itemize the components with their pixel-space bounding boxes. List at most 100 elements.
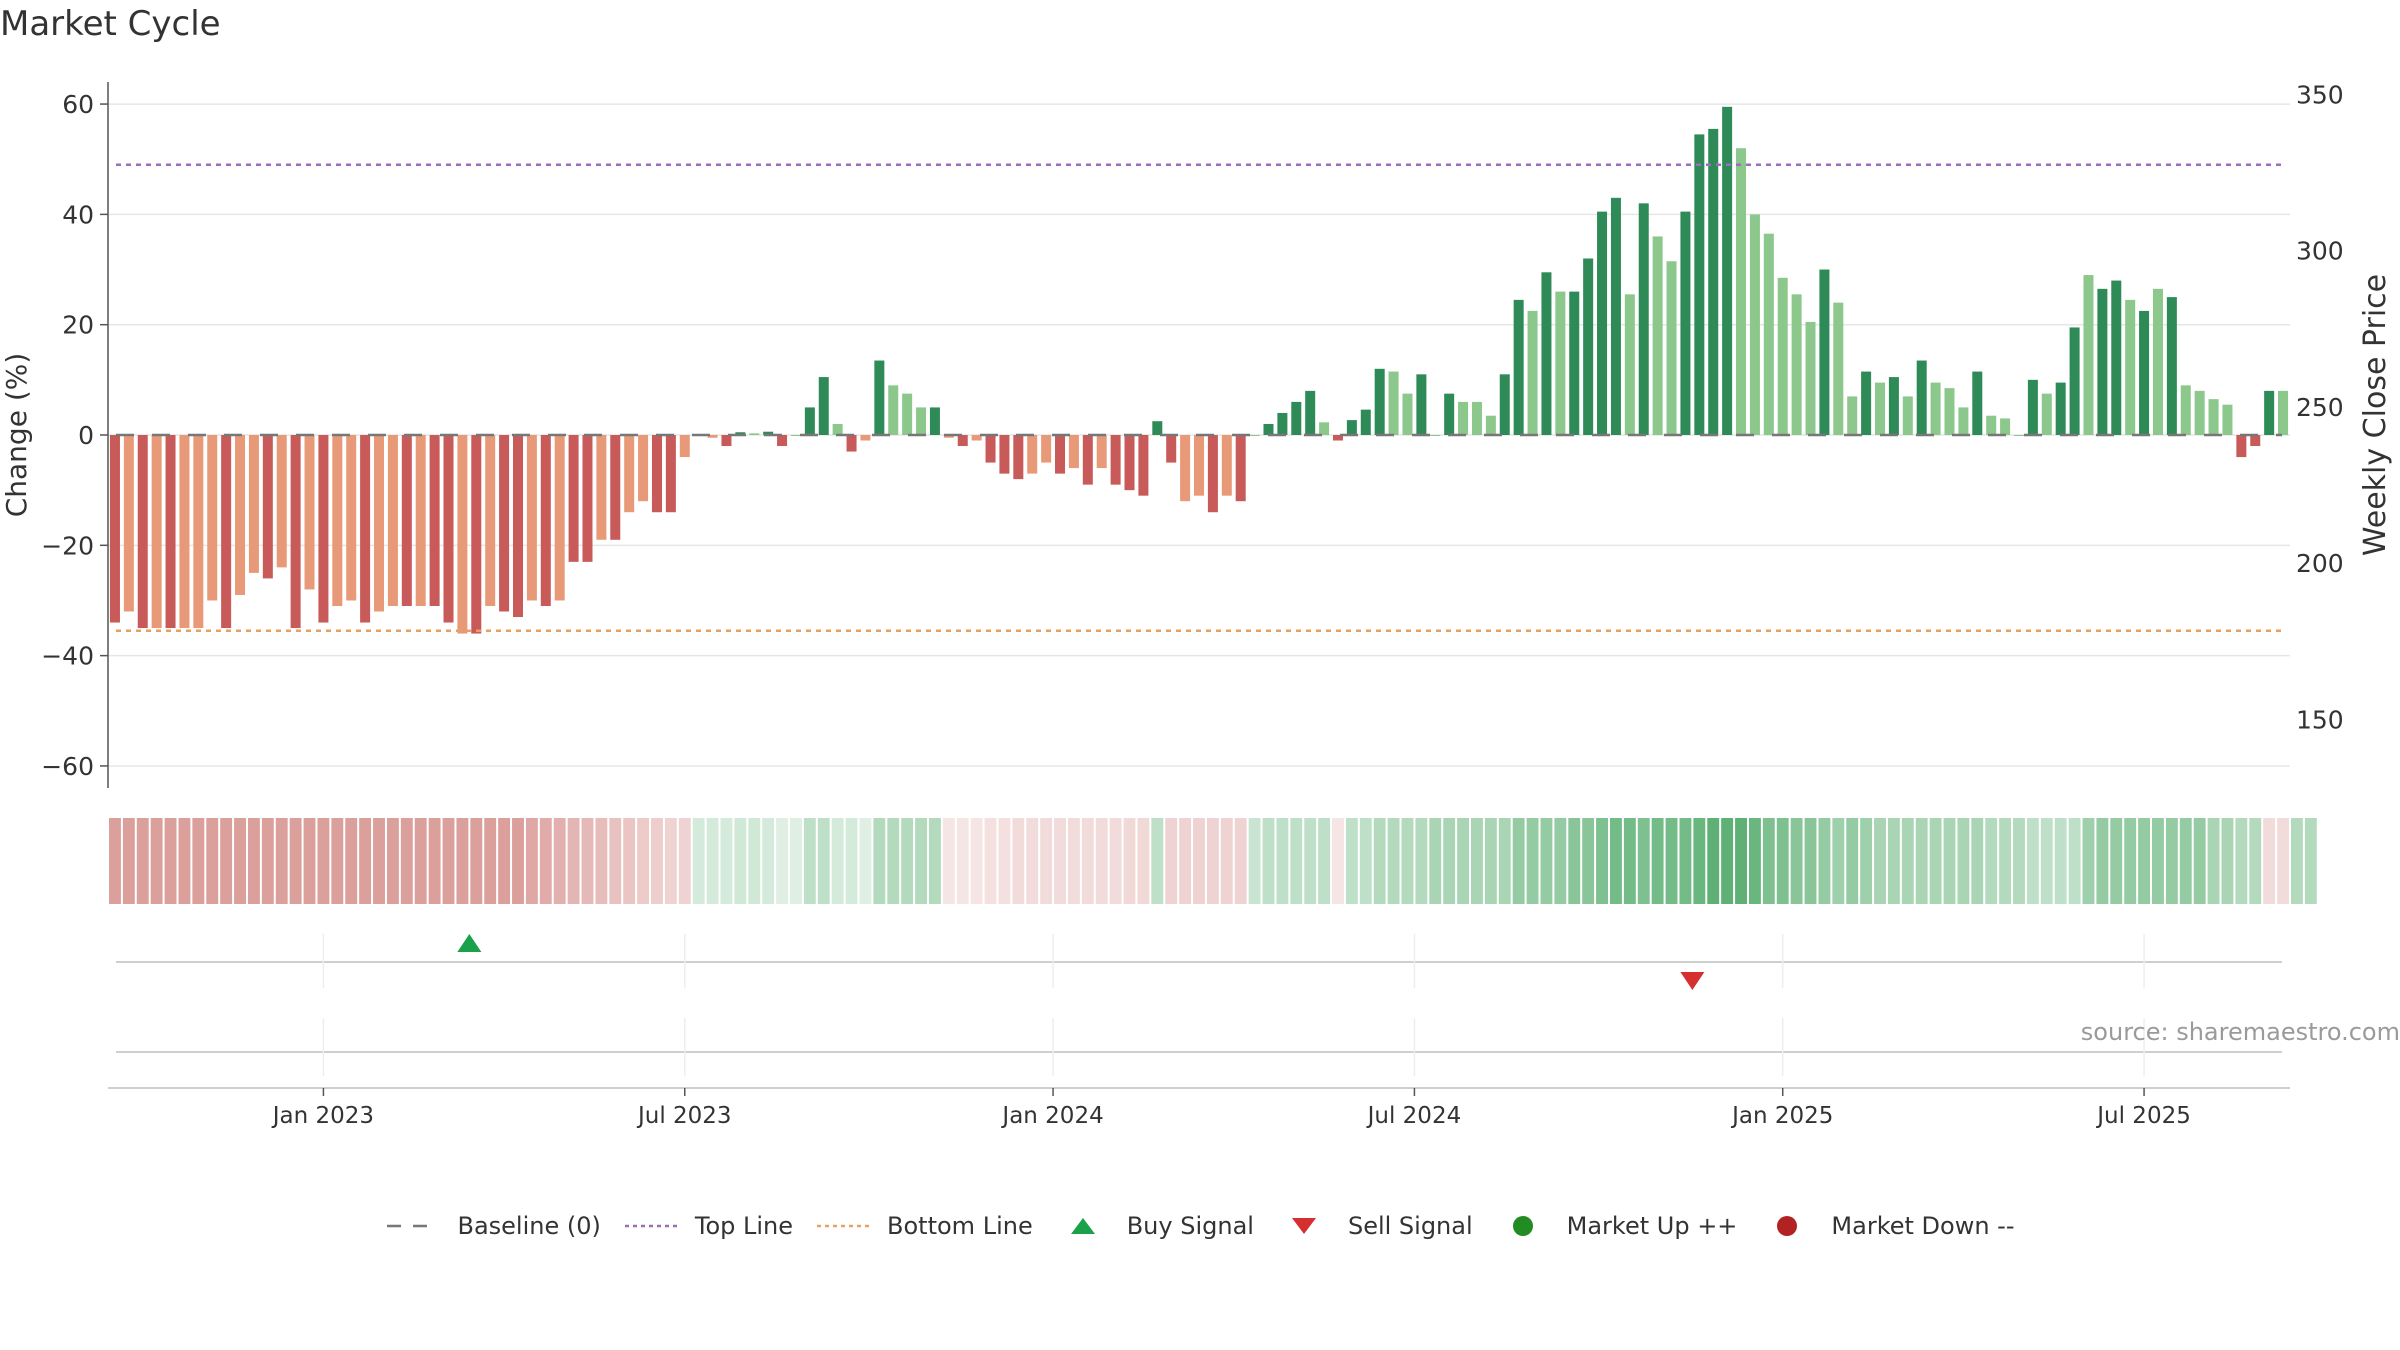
change-bar <box>2125 299 2136 435</box>
change-bar <box>1013 435 1024 480</box>
heat-cell <box>1373 818 1386 904</box>
change-bar <box>638 435 649 502</box>
change-bar <box>1610 197 1621 435</box>
change-bar <box>1207 435 1218 513</box>
change-bar <box>2264 390 2275 435</box>
change-bar <box>1902 396 1913 435</box>
heat-cell <box>1874 818 1886 904</box>
heat-cell <box>1832 818 1845 904</box>
y-tick-label: 60 <box>62 90 94 119</box>
heat-cell <box>400 818 413 904</box>
heat-cell <box>1582 818 1595 904</box>
heat-cell <box>1762 818 1775 904</box>
change-bar <box>957 435 968 447</box>
change-bar <box>1096 435 1107 469</box>
heat-cell <box>1901 818 1914 904</box>
heat-cell <box>539 818 552 904</box>
change-bar <box>1777 277 1788 435</box>
change-bar <box>485 435 496 606</box>
change-bar <box>1263 423 1274 435</box>
heat-cell <box>1846 818 1859 904</box>
heat-cell <box>845 818 858 904</box>
heat-cell <box>1443 818 1456 904</box>
heat-cell <box>1596 818 1608 904</box>
y-tick-label: −20 <box>41 531 94 560</box>
sell-signal-legend-label: Sell Signal <box>1347 1212 1473 1240</box>
heat-cell <box>609 818 622 904</box>
right-y-axis: 350 300 250 200 150 Weekly Close Price <box>2296 80 2393 734</box>
left-y-axis: 60 40 20 0 −20 −40 −60 Change (%) <box>0 82 109 788</box>
change-bar <box>888 385 899 435</box>
change-bar <box>2208 399 2219 435</box>
heat-cell <box>706 818 719 904</box>
heat-cell <box>2291 818 2303 904</box>
y2-tick-label: 300 <box>2296 237 2344 266</box>
y-tick-label: 0 <box>78 421 94 450</box>
heat-cell <box>261 818 274 904</box>
change-bar <box>582 435 593 562</box>
change-bar <box>332 435 343 606</box>
heat-cell <box>1999 818 2012 904</box>
buy-signal-legend-label: Buy Signal <box>1126 1212 1254 1240</box>
heat-cell <box>970 818 983 904</box>
heat-strip <box>109 818 2317 904</box>
baseline-legend-swatch <box>387 1224 440 1228</box>
heat-cell <box>901 818 914 904</box>
market-down-legend-swatch <box>1777 1216 1798 1236</box>
heat-cell <box>567 818 580 904</box>
heat-cell <box>122 818 135 904</box>
change-bar <box>1708 128 1719 435</box>
heat-cell <box>998 818 1011 904</box>
change-bar <box>2000 418 2011 435</box>
sell-signal-legend: Sell Signal <box>1276 1212 1473 1240</box>
legend-triangle-up <box>1070 1218 1095 1234</box>
heat-cell <box>692 818 705 904</box>
x-tick-label: Jan 2024 <box>1000 1103 1103 1129</box>
heat-cell <box>1776 818 1789 904</box>
change-bar <box>929 407 940 435</box>
buy-signal-legend: Buy Signal <box>1055 1212 1254 1240</box>
heat-cell <box>442 818 455 904</box>
heat-cell <box>1818 818 1831 904</box>
y-axis-title: Change (%) <box>0 353 33 518</box>
change-bar <box>401 435 412 606</box>
heat-cell <box>1679 818 1692 904</box>
heat-cell <box>734 818 747 904</box>
change-bar <box>2236 435 2247 458</box>
heat-cell <box>720 818 733 904</box>
change-bar <box>2041 393 2052 435</box>
change-bar <box>1944 388 1955 435</box>
heat-cell <box>1415 818 1428 904</box>
change-bar <box>1152 421 1163 435</box>
heat-cell <box>859 818 872 904</box>
change-bar <box>1597 211 1608 435</box>
y2-tick-label: 350 <box>2296 80 2344 109</box>
y2-tick-label: 150 <box>2296 705 2344 734</box>
heat-cell <box>1693 818 1706 904</box>
change-bar <box>1277 412 1288 435</box>
market-up-legend-swatch <box>1512 1216 1533 1236</box>
change-bar <box>499 435 510 612</box>
change-bar <box>610 435 621 540</box>
heat-cell <box>1429 818 1442 904</box>
change-bar <box>777 435 788 447</box>
change-bar <box>304 435 315 590</box>
heat-cell <box>1735 818 1747 904</box>
change-bar <box>1027 435 1038 474</box>
y-tick-label: 40 <box>62 200 94 229</box>
heat-cell <box>331 818 344 904</box>
change-bar <box>2250 435 2261 447</box>
change-bar <box>679 435 690 458</box>
change-bar <box>1305 390 1316 435</box>
heat-cell <box>2152 818 2164 904</box>
change-bar <box>457 435 468 634</box>
chart-title: Market Cycle <box>0 4 221 44</box>
heat-cell <box>1165 818 1178 904</box>
heat-cell <box>289 818 302 904</box>
heat-cell <box>109 818 121 904</box>
change-bar <box>2027 379 2038 435</box>
change-bar <box>943 435 954 438</box>
change-bar <box>360 435 371 623</box>
change-bar <box>1416 374 1427 435</box>
heat-cell <box>1220 818 1233 904</box>
